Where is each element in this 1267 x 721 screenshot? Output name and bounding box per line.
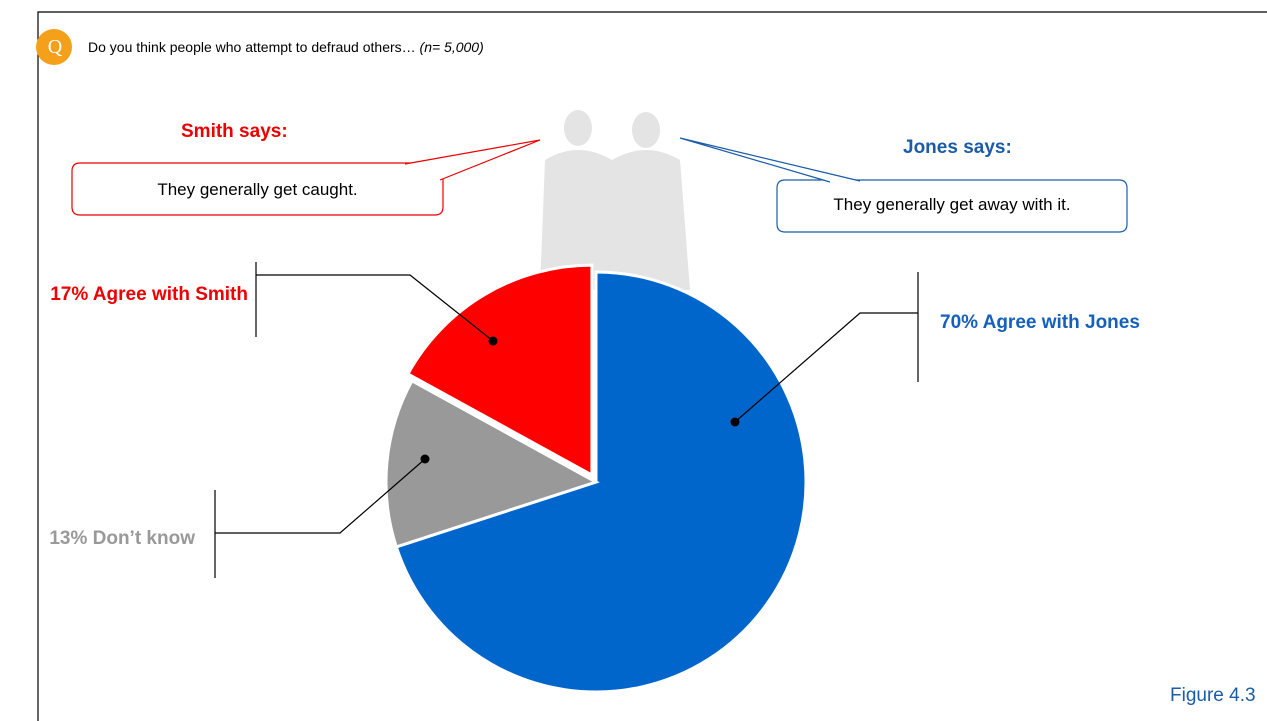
pie-slice [384, 378, 600, 549]
jones-tail [679, 137, 861, 183]
slice-label: 17% Agree with Smith [50, 284, 248, 305]
jones-bubble [776, 179, 1128, 233]
slice-label: 70% Agree with Jones [940, 312, 1140, 333]
jones-heading: Jones says: [903, 137, 1012, 158]
q-badge [36, 29, 72, 65]
slice-label: 13% Don’t know [49, 528, 195, 549]
smith-tail [404, 139, 541, 181]
pie-slice [394, 270, 808, 694]
leader-dot [488, 336, 498, 346]
figure-number: Figure 4.3 [1170, 685, 1256, 706]
leader-line [256, 274, 494, 342]
question: Do you think people who attempt to defra… [88, 39, 484, 55]
smith-quote: They generally get caught. [157, 180, 358, 199]
pie-slice [405, 263, 594, 478]
question-text: Do you think people who attempt to defra… [88, 39, 416, 55]
people-image [540, 110, 690, 290]
frame [37, 11, 1267, 721]
leader-dot [730, 417, 740, 427]
leader-line [215, 458, 426, 534]
sample-size: (n= 5,000) [419, 39, 484, 55]
smith-heading: Smith says: [181, 121, 288, 142]
leader-line [734, 312, 918, 423]
jones-quote: They generally get away with it. [833, 195, 1071, 214]
leader-dot [420, 454, 430, 464]
q-letter: Q [47, 36, 63, 58]
